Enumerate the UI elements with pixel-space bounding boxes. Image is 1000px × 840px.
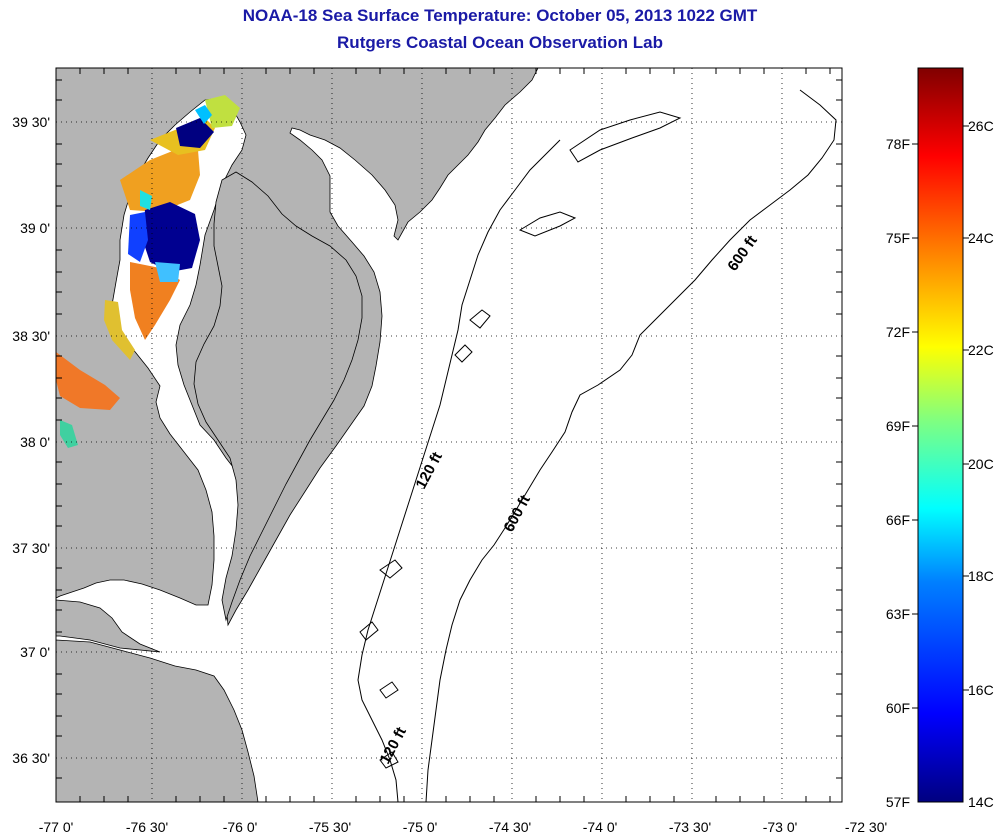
- lower-bay-shore: [56, 599, 161, 653]
- colorbar-c-label: 22C: [968, 342, 994, 358]
- colorbar-f-label: 66F: [886, 512, 910, 528]
- colorbar-gradient: [917, 67, 964, 803]
- sst-overlay: [56, 95, 240, 448]
- colorbar-f-label: 63F: [886, 606, 910, 622]
- lon-label: -76 30': [126, 819, 168, 835]
- colorbar-f-label: 75F: [886, 230, 910, 246]
- map-subtitle: Rutgers Coastal Ocean Observation Lab: [337, 33, 663, 52]
- lon-label: -73 30': [669, 819, 711, 835]
- bathymetry-contours: [357, 89, 837, 802]
- map-frame: [55, 67, 843, 803]
- lon-labels: -77 0' -76 30' -76 0' -75 30' -75 0' -74…: [39, 819, 887, 835]
- lat-label: 39 30': [12, 114, 50, 130]
- lon-label: -72 30': [845, 819, 887, 835]
- frame-ticks: [56, 68, 842, 802]
- graticule: [56, 68, 842, 802]
- colorbar-c-label: 26C: [968, 118, 994, 134]
- colorbar-c-label: 18C: [968, 568, 994, 584]
- colorbar-f-label: 78F: [886, 136, 910, 152]
- lon-label: -74 30': [489, 819, 531, 835]
- lat-label: 36 30': [12, 750, 50, 766]
- colorbar-f-label: 60F: [886, 700, 910, 716]
- colorbar-c-label: 14C: [968, 794, 994, 810]
- lon-label: -74 0': [583, 819, 618, 835]
- lat-label: 39 0': [20, 220, 50, 236]
- colorbar-f-label: 72F: [886, 324, 910, 340]
- colorbar-c-label: 20C: [968, 456, 994, 472]
- lat-label: 37 30': [12, 540, 50, 556]
- mainland-south: [56, 639, 259, 802]
- lon-label: -75 30': [309, 819, 351, 835]
- colorbar-c-label: 16C: [968, 682, 994, 698]
- lat-label: 38 30': [12, 328, 50, 344]
- lat-labels: 39 30' 39 0' 38 30' 38 0' 37 30' 37 0' 3…: [12, 114, 50, 766]
- colorbar-f-label: 69F: [886, 418, 910, 434]
- lat-label: 38 0': [20, 434, 50, 450]
- delmarva-peninsula: [193, 171, 363, 622]
- lon-label: -77 0': [39, 819, 74, 835]
- lon-label: -75 0': [403, 819, 438, 835]
- colorbar-c-label: 24C: [968, 230, 994, 246]
- contour-600ft-north: [425, 89, 837, 802]
- colorbar: 78F 75F 72F 69F 66F 63F 60F 57F 26C 24C …: [886, 67, 994, 810]
- contour-120ft: [357, 139, 561, 802]
- lon-label: -76 0': [223, 819, 258, 835]
- map-title: NOAA-18 Sea Surface Temperature: October…: [242, 6, 758, 25]
- lat-label: 37 0': [20, 644, 50, 660]
- lon-label: -73 0': [763, 819, 798, 835]
- colorbar-f-label: 57F: [886, 794, 910, 810]
